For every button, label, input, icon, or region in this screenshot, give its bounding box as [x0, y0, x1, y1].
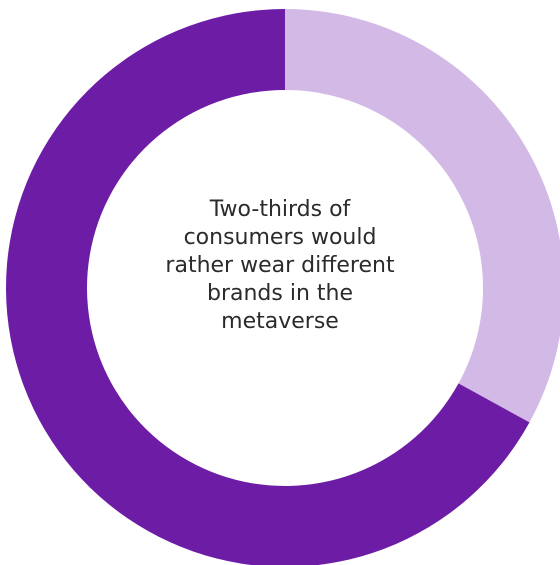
donut-center-text: Two-thirds of consumers would rather wea…	[145, 196, 415, 336]
center-text-line-4: brands in the	[206, 281, 353, 306]
donut-slice-1	[285, 9, 560, 423]
center-text-line-5: metaverse	[221, 309, 339, 334]
donut-slice-2	[6, 9, 530, 565]
center-text-line-3: rather wear different	[165, 253, 395, 278]
donut-slices	[6, 9, 560, 565]
center-text-line-2: consumers would	[183, 225, 377, 250]
center-text-line-1: Two-thirds of	[209, 197, 351, 222]
